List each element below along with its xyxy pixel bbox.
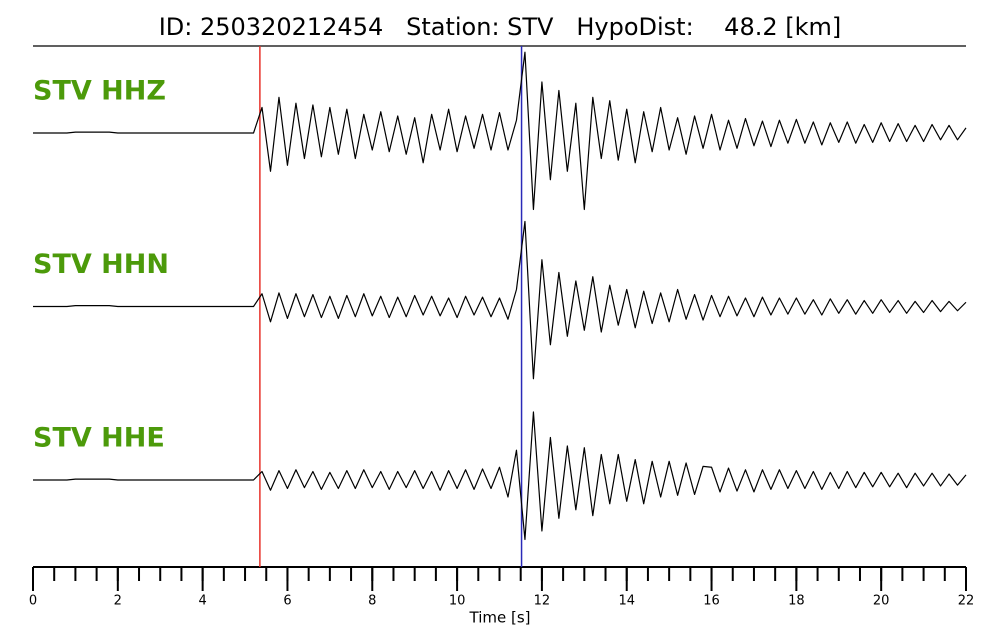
x-tick-label: 14	[618, 594, 635, 609]
chart-title: ID: 250320212454 Station: STV HypoDist: …	[159, 13, 842, 41]
x-tick-label: 10	[449, 594, 466, 609]
waveform	[33, 411, 967, 541]
waveform	[33, 51, 967, 211]
waveform	[33, 220, 967, 380]
x-tick-label: 4	[198, 594, 206, 609]
x-tick-label: 18	[788, 594, 805, 609]
trace-label: STV HHN	[33, 249, 169, 280]
trace-label: STV HHZ	[33, 76, 166, 107]
x-tick-label: 6	[283, 594, 291, 609]
x-tick-label: 20	[873, 594, 890, 609]
x-tick-label: 8	[368, 594, 376, 609]
x-tick-label: 0	[29, 594, 37, 609]
x-tick-label: 2	[114, 594, 122, 609]
trace-label: STV HHE	[33, 423, 165, 454]
x-tick-label: 12	[534, 594, 551, 609]
x-tick-label: 16	[703, 594, 720, 609]
x-axis-label: Time [s]	[469, 609, 531, 627]
x-tick-label: 22	[958, 594, 975, 609]
